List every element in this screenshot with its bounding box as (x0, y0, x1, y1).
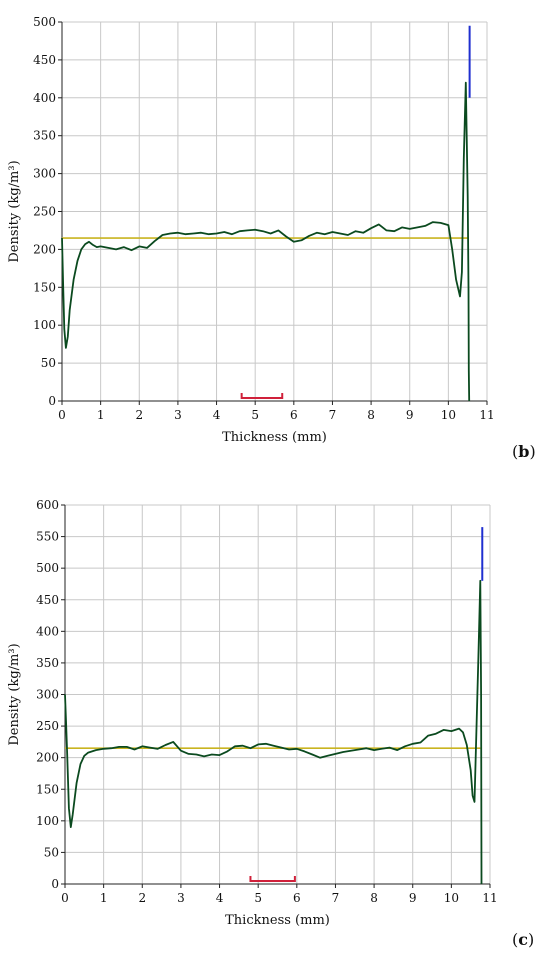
interval-marker-group (249, 876, 296, 882)
y-tick-label: 550 (36, 530, 59, 544)
y-tick-label: 300 (36, 688, 59, 702)
y-tick-label: 100 (36, 814, 59, 828)
x-tick-label: 7 (329, 408, 337, 422)
x-tick-label: 9 (406, 408, 414, 422)
x-tick-label: 10 (444, 891, 459, 905)
x-axis-label: Thickness (mm) (222, 430, 327, 445)
x-tick-label: 3 (177, 891, 185, 905)
panel-label-letter: b (518, 442, 530, 461)
x-tick-label: 4 (213, 408, 221, 422)
x-tick-label: 0 (61, 891, 69, 905)
density-profile-line (64, 579, 483, 885)
y-tick-label: 500 (36, 561, 59, 575)
panel-label-open: ( (512, 930, 519, 949)
panel-label-b: (b) (512, 442, 536, 461)
y-tick-label: 200 (36, 751, 59, 765)
y-tick-label: 350 (33, 129, 56, 143)
y-tick-label: 100 (33, 318, 56, 332)
y-tick-label: 250 (33, 205, 56, 219)
y-tick-label: 50 (44, 845, 59, 859)
x-tick-label: 2 (135, 408, 143, 422)
profile-series (64, 579, 483, 885)
density-chart-b: 0 1 2 3 4 5 6 7 8 9 10 11 0 50 100 150 200 250 300 350 400 4… (7, 15, 495, 445)
x-tick-label: 0 (58, 408, 66, 422)
x-tick-label: 11 (482, 891, 497, 905)
y-tick-labels: 0 50 100 150 200 250 300 350 400 450 500 (33, 15, 56, 408)
x-tick-label: 8 (367, 408, 375, 422)
y-tick-label: 0 (48, 394, 56, 408)
interval-marker-group (240, 393, 284, 399)
x-tick-label: 6 (290, 408, 298, 422)
y-tick-label: 300 (33, 167, 56, 181)
x-tick-label: 3 (174, 408, 182, 422)
axes (61, 504, 491, 888)
x-tick-labels: 0 1 2 3 4 5 6 7 8 9 10 11 (58, 408, 494, 422)
y-tick-label: 250 (36, 719, 59, 733)
axes (58, 21, 488, 405)
y-tick-label: 150 (36, 782, 59, 796)
x-tick-label: 9 (409, 891, 417, 905)
x-tick-label: 4 (216, 891, 224, 905)
x-tick-label: 5 (254, 891, 262, 905)
y-tick-label: 200 (33, 242, 56, 256)
x-tick-label: 6 (293, 891, 301, 905)
y-tick-label: 600 (36, 498, 59, 512)
x-tick-label: 7 (332, 891, 340, 905)
x-tick-label: 2 (138, 891, 146, 905)
density-profile-line (61, 81, 471, 402)
y-axis-label: Density (kg/m³) (7, 643, 22, 745)
panel-label-open: ( (512, 442, 519, 461)
panel-label-close: ) (528, 930, 535, 949)
x-tick-label: 10 (441, 408, 456, 422)
y-tick-label: 400 (36, 624, 59, 638)
y-tick-label: 0 (51, 877, 59, 891)
y-tick-label: 350 (36, 656, 59, 670)
x-tick-label: 8 (370, 891, 378, 905)
x-axis-label: Thickness (mm) (225, 913, 330, 928)
interval-marker (249, 876, 296, 882)
y-tick-label: 50 (41, 356, 56, 370)
x-tick-label: 1 (100, 891, 108, 905)
y-tick-labels: 0 50 100 150 200 250 300 350 400 450 500 550 600 (36, 498, 59, 891)
x-tick-label: 1 (97, 408, 105, 422)
panel-label-c: (c) (512, 930, 534, 949)
panel-label-letter: c (518, 930, 528, 949)
density-chart-c: 0 1 2 3 4 5 6 7 8 9 10 11 0 50 100 150 200 250 300 350 400 4… (7, 498, 498, 928)
y-tick-label: 500 (33, 15, 56, 29)
grid-lines (62, 21, 488, 401)
x-tick-label: 5 (251, 408, 259, 422)
panel-label-close: ) (529, 442, 536, 461)
y-tick-label: 150 (33, 280, 56, 294)
profile-series (61, 81, 471, 402)
y-tick-label: 400 (33, 91, 56, 105)
interval-marker (240, 393, 284, 399)
x-tick-label: 11 (479, 408, 494, 422)
y-tick-label: 450 (36, 593, 59, 607)
y-tick-label: 450 (33, 53, 56, 67)
x-tick-labels: 0 1 2 3 4 5 6 7 8 9 10 11 (61, 891, 497, 905)
y-axis-label: Density (kg/m³) (7, 160, 22, 262)
grid-lines (65, 504, 491, 884)
